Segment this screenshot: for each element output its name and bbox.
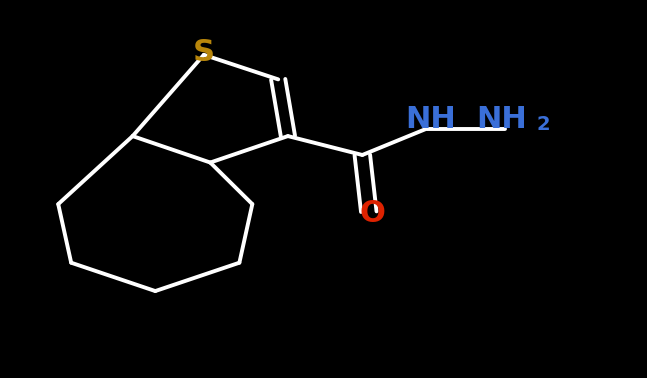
Text: S: S: [193, 39, 215, 67]
Text: 2: 2: [536, 115, 551, 134]
Text: O: O: [359, 199, 385, 228]
Text: NH: NH: [476, 105, 527, 133]
Text: NH: NH: [405, 105, 455, 133]
